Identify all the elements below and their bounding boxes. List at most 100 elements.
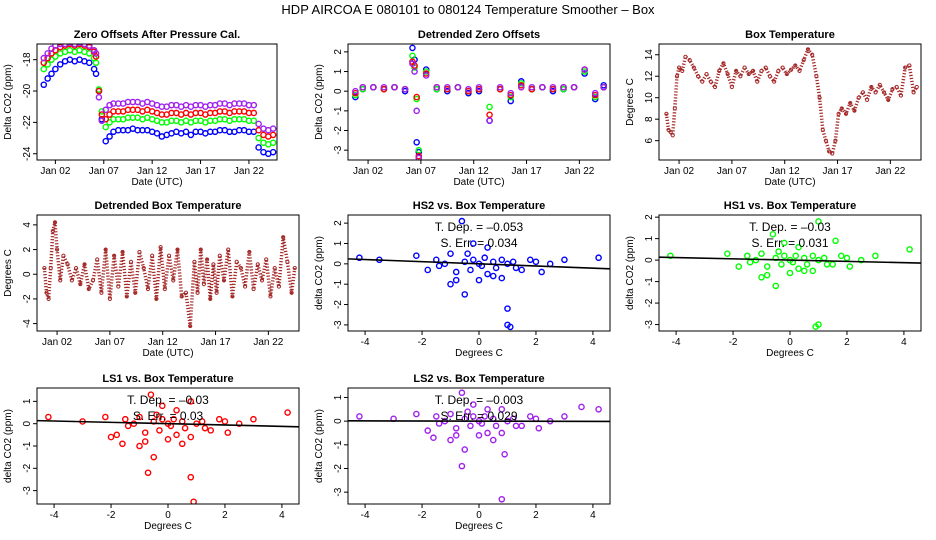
data-point xyxy=(535,424,543,432)
data-point xyxy=(687,58,692,63)
data-point xyxy=(102,137,110,145)
data-point xyxy=(823,261,831,268)
y-tick-label: 2 xyxy=(22,246,33,252)
data-point xyxy=(156,427,163,434)
data-point xyxy=(179,294,184,299)
data-point xyxy=(433,83,441,91)
data-point xyxy=(214,290,219,295)
data-point xyxy=(489,436,497,444)
data-point xyxy=(724,250,731,257)
y-tick-label: -3 xyxy=(333,487,344,496)
data-point xyxy=(465,85,472,93)
data-point xyxy=(413,139,420,146)
x-tick-label: 2 xyxy=(533,337,539,348)
chart-title: Detrended Box Temperature xyxy=(94,200,241,212)
data-point xyxy=(52,65,59,73)
data-point xyxy=(725,71,730,77)
data-point xyxy=(775,248,782,255)
data-point xyxy=(820,127,825,133)
data-point xyxy=(672,106,677,111)
data-point xyxy=(911,90,916,95)
chart-panel-hs2-vs-box: HS2 vs. Box Temperature -4 -2 0 2 4 -3 -2 -1 0 1 2 D… xyxy=(314,200,611,359)
x-tick-label: Jan 17 xyxy=(823,166,853,177)
data-point xyxy=(204,257,210,262)
data-point xyxy=(173,407,180,414)
data-point xyxy=(99,290,104,295)
chart-panel-detrended-box-temperature: Detrended Box Temperature Jan 02 Jan 07 Jan… xyxy=(3,200,300,359)
plot-area xyxy=(37,391,299,504)
x-tick-label: 2 xyxy=(533,510,539,521)
y-axis-label: delta CO2 (ppm) xyxy=(314,409,325,483)
data-point xyxy=(107,433,115,441)
x-axis-label: Date (UTC) xyxy=(142,348,193,359)
data-point xyxy=(121,415,129,423)
data-point xyxy=(102,106,110,114)
y-tick-label: -1 xyxy=(333,440,344,449)
data-point xyxy=(50,228,55,234)
y-tick-label: 0 xyxy=(644,257,655,263)
y-tick-label: 12 xyxy=(644,70,655,82)
data-point xyxy=(755,79,760,84)
x-axis-label: Date (UTC) xyxy=(131,177,182,188)
plot-area xyxy=(348,389,610,503)
plot-frame xyxy=(36,214,300,332)
data-point xyxy=(492,264,500,272)
y-tick-label: -1 xyxy=(644,277,655,286)
y-axis-label: Degrees C xyxy=(3,249,14,297)
data-point xyxy=(475,432,483,439)
y-tick-label: -2 xyxy=(333,126,344,135)
data-point xyxy=(158,244,163,250)
data-point xyxy=(92,59,100,67)
data-point xyxy=(717,68,722,73)
y-tick-label: -2 xyxy=(333,300,344,309)
data-point xyxy=(150,453,158,461)
data-point xyxy=(352,87,359,95)
data-point xyxy=(211,262,216,267)
data-point xyxy=(230,294,235,299)
data-point xyxy=(836,111,841,116)
y-tick-label: 0 xyxy=(333,88,344,94)
data-point xyxy=(865,97,870,102)
data-point xyxy=(830,151,835,156)
data-point xyxy=(758,250,765,257)
y-tick-label: -20 xyxy=(22,83,33,98)
data-point xyxy=(481,254,488,262)
data-point xyxy=(750,68,756,73)
data-point xyxy=(461,258,469,266)
data-point xyxy=(40,81,48,89)
data-point xyxy=(666,127,671,133)
data-point xyxy=(763,65,768,70)
y-tick-label: 14 xyxy=(644,49,655,61)
data-point xyxy=(221,278,227,283)
series-line xyxy=(42,220,297,328)
data-point xyxy=(788,67,794,72)
x-tick-label: 4 xyxy=(590,337,596,348)
data-point xyxy=(136,413,143,421)
data-point xyxy=(255,134,262,142)
data-point xyxy=(415,154,423,160)
data-point xyxy=(498,406,506,413)
data-point xyxy=(458,389,466,397)
x-tick-label: -2 xyxy=(729,337,738,348)
data-point xyxy=(187,398,195,405)
data-point xyxy=(224,429,232,436)
data-point xyxy=(85,44,93,49)
y-tick-label: -4 xyxy=(22,319,33,328)
data-point xyxy=(102,413,109,421)
x-tick-label: Jan 17 xyxy=(186,166,216,177)
chart-panel-ls2-vs-box: LS2 vs. Box Temperature -4 -2 0 2 4 -3 -2 -1 0 1 De… xyxy=(314,373,611,532)
data-point xyxy=(413,93,420,101)
data-point xyxy=(829,261,837,268)
data-point xyxy=(600,83,607,91)
data-point xyxy=(44,290,49,295)
data-point xyxy=(489,272,497,280)
data-point xyxy=(458,462,466,470)
data-point xyxy=(746,71,751,77)
data-point xyxy=(881,90,887,95)
data-point xyxy=(238,265,243,271)
data-point xyxy=(452,276,460,284)
data-point xyxy=(255,120,262,128)
data-point xyxy=(187,131,195,139)
data-point xyxy=(746,258,754,266)
data-point xyxy=(65,262,70,267)
